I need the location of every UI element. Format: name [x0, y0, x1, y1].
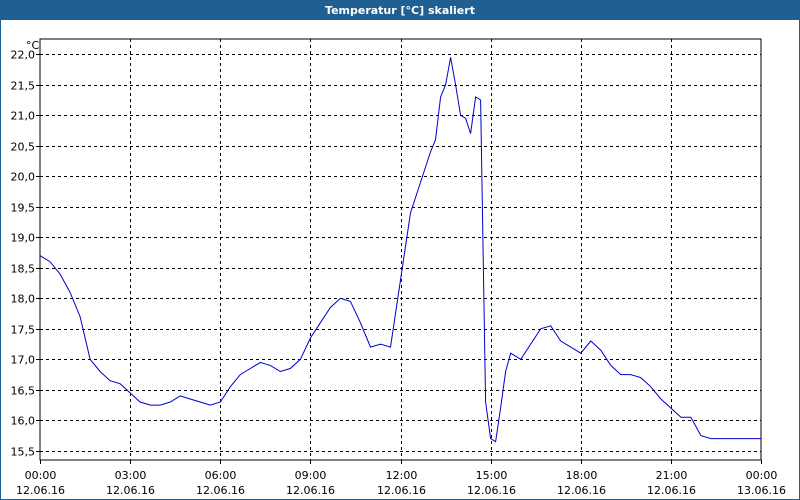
y-tick-label: 21,5 — [11, 80, 36, 93]
y-axis: 15,5 16,0 16,5 17,0 17,5 18,0 18,5 19,0 19,5 20,0… — [11, 49, 40, 459]
x-tick-date-label: 13.06.16 — [737, 484, 786, 497]
x-tick-time-label: 15:00 — [476, 469, 508, 482]
y-tick-label: 16,0 — [11, 415, 36, 428]
x-tick-time-label: 03:00 — [115, 469, 147, 482]
y-tick-label: 15,5 — [11, 446, 36, 459]
x-tick-date-label: 12.06.16 — [106, 484, 155, 497]
grid — [40, 39, 761, 460]
y-tick-label: 20,5 — [11, 141, 36, 154]
y-tick-label: 20,0 — [11, 171, 36, 184]
x-tick-time-label: 21:00 — [656, 469, 688, 482]
y-tick-label: 18,0 — [11, 293, 36, 306]
y-tick-label: 22,0 — [11, 49, 36, 62]
plot-area — [39, 38, 762, 461]
y-tick-label: 19,0 — [11, 232, 36, 245]
y-tick-label: 21,0 — [11, 110, 36, 123]
x-tick-time-label: 18:00 — [566, 469, 598, 482]
x-tick-date-label: 12.06.16 — [286, 484, 335, 497]
x-tick-date-label: 12.06.16 — [467, 484, 516, 497]
x-tick-date-label: 12.06.16 — [16, 484, 65, 497]
y-tick-label: 19,5 — [11, 202, 36, 215]
x-tick-date-label: 12.06.16 — [557, 484, 606, 497]
temperature-line — [39, 57, 761, 443]
y-tick-label: 18,5 — [11, 263, 36, 276]
x-tick-date-label: 12.06.16 — [647, 484, 696, 497]
x-tick-date-label: 12.06.16 — [196, 484, 245, 497]
x-tick-time-label: 06:00 — [205, 469, 237, 482]
x-tick-time-label: 12:00 — [386, 469, 418, 482]
x-tick-time-label: 09:00 — [295, 469, 327, 482]
y-unit-label: °C — [26, 39, 40, 52]
chart-title: Temperatur [°C] skaliert — [1, 1, 799, 20]
x-tick-date-label: 12.06.16 — [377, 484, 426, 497]
x-tick-time-label: 00:00 — [25, 469, 57, 482]
x-axis: 00:00 12.06.16 03:00 12.06.16 06:00 12.06.16 0… — [16, 460, 786, 497]
x-tick-time-label: 00:00 — [746, 469, 778, 482]
y-tick-label: 17,5 — [11, 324, 36, 337]
y-tick-label: 17,0 — [11, 354, 36, 367]
y-tick-label: 16,5 — [11, 385, 36, 398]
